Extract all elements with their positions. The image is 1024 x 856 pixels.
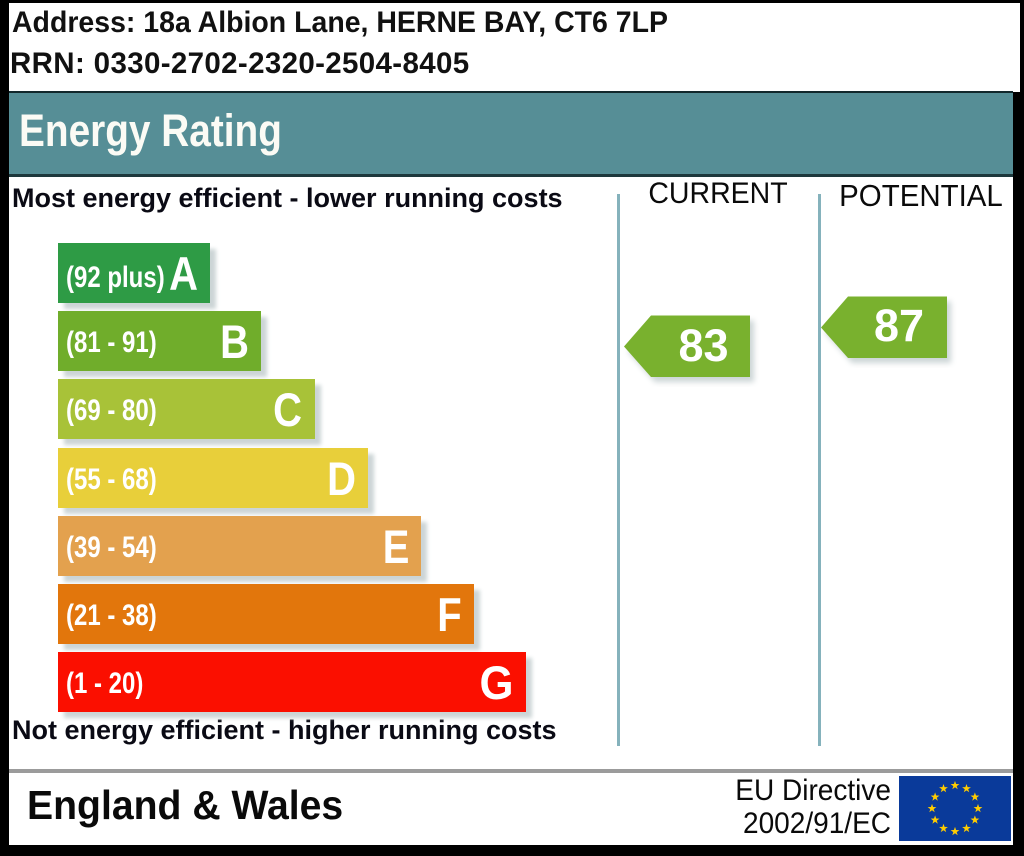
svg-text:87: 87 <box>874 300 924 351</box>
svg-text:83: 83 <box>678 320 728 371</box>
